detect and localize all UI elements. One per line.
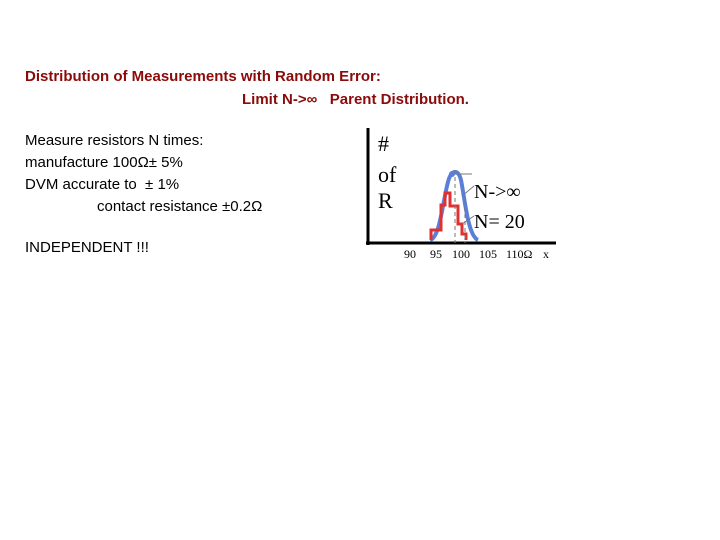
body-line: INDEPENDENT !!! <box>25 239 149 256</box>
tick-label: 105 <box>479 247 497 261</box>
body-line: manufacture 100Ω± 5% <box>25 154 183 171</box>
pointer-line <box>461 215 475 225</box>
axis-label: R <box>378 188 393 213</box>
body-line: Measure resistors N times: <box>25 132 203 149</box>
title-line: Distribution of Measurements with Random… <box>25 68 381 85</box>
pointer-line <box>461 185 475 197</box>
body-line: DVM accurate to ± 1% <box>25 176 179 193</box>
tick-label: 95 <box>430 247 442 261</box>
axis-label: of <box>378 162 397 187</box>
curve-label: N= 20 <box>474 211 525 233</box>
tick-label: 100 <box>452 247 470 261</box>
body-line: contact resistance ±0.2Ω <box>97 198 262 215</box>
tick-label: 110Ω <box>506 247 533 261</box>
curve-point <box>449 171 455 177</box>
title-line: Limit N->∞ Parent Distribution. <box>242 91 469 108</box>
sample-histogram <box>429 191 468 240</box>
diagram: # of R 90 95 100 105 110Ω x N->∞ N= 20 <box>366 128 556 261</box>
curve-label: N->∞ <box>474 181 521 203</box>
axis-label: # <box>378 131 389 156</box>
tick-label: 90 <box>404 247 416 261</box>
axis-label: x <box>543 247 549 261</box>
